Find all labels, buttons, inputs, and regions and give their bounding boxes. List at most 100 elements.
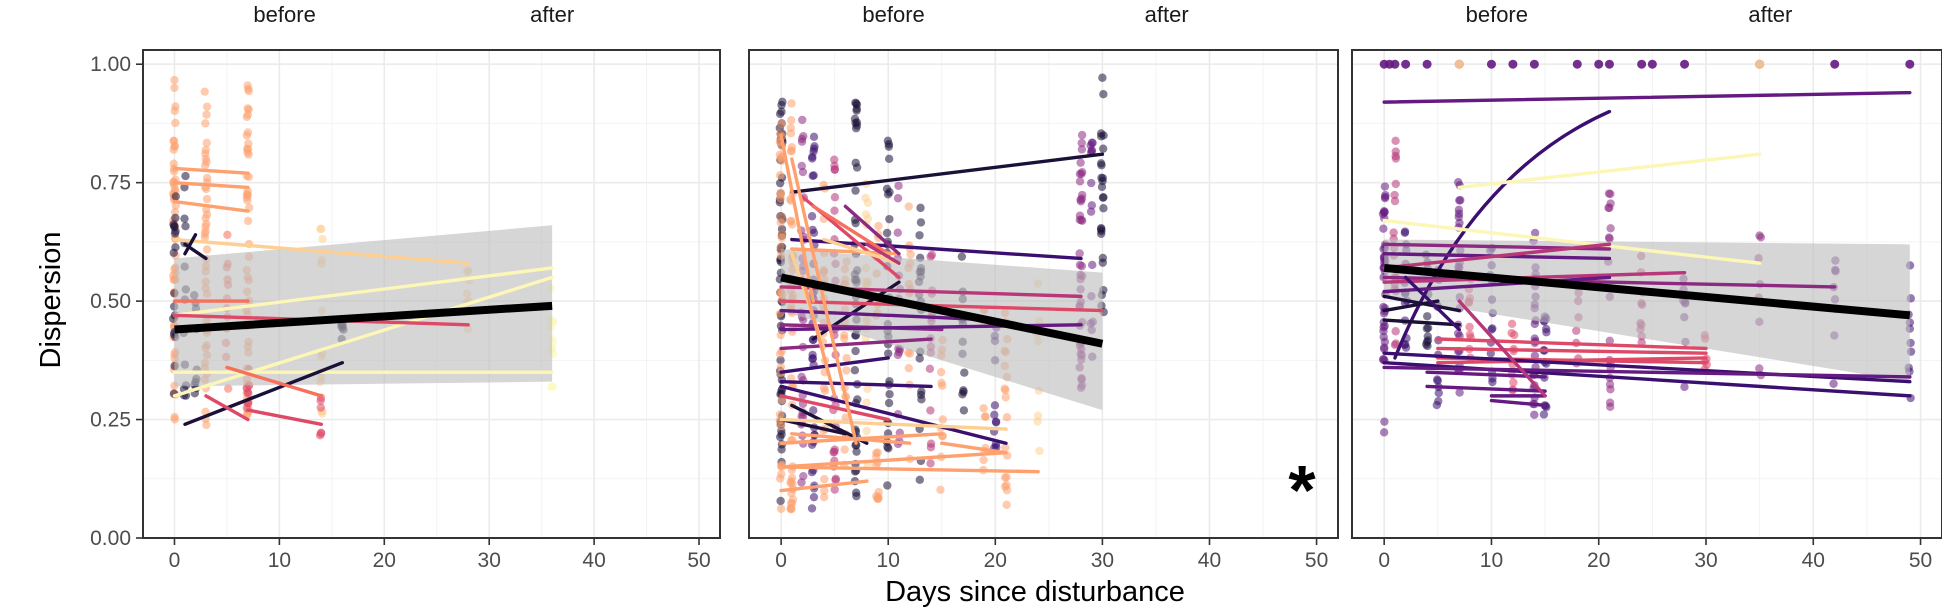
data-point (1390, 190, 1399, 200)
series-line (779, 356, 890, 374)
data-point (797, 134, 807, 144)
data-point (926, 439, 936, 448)
x-tick-label: 20 (984, 549, 1007, 572)
series-line (779, 379, 933, 389)
data-point (937, 378, 946, 388)
data-point (202, 245, 212, 254)
series-line (779, 451, 1008, 469)
x-tick-label: 40 (1802, 549, 1825, 572)
x-tick-label: 10 (1480, 549, 1503, 572)
data-point (1529, 59, 1539, 69)
data-point (224, 384, 233, 393)
data-point (925, 364, 935, 374)
data-point (1380, 182, 1390, 191)
series-line (779, 133, 815, 303)
data-point (786, 478, 795, 488)
data-point (915, 354, 924, 363)
data-point (1594, 59, 1604, 69)
data-point (1379, 344, 1389, 354)
data-point (776, 504, 786, 513)
data-point (1454, 212, 1464, 222)
data-point (180, 183, 189, 192)
x-tick-label: 10 (268, 549, 291, 572)
data-point (776, 330, 785, 340)
data-point (1572, 326, 1581, 335)
y-tick-label: 1.00 (90, 53, 131, 76)
data-point (1077, 138, 1086, 148)
data-point (1647, 59, 1657, 69)
data-point (1086, 207, 1096, 216)
data-point (1000, 384, 1009, 393)
y-tick-label: 0.25 (90, 409, 131, 432)
series-line (183, 360, 345, 426)
series-line (225, 365, 324, 398)
data-point (884, 444, 893, 453)
data-point (1423, 336, 1433, 345)
data-point (202, 194, 212, 204)
data-point (830, 165, 840, 174)
data-point (820, 486, 829, 496)
data-point (872, 448, 881, 458)
data-point (244, 105, 253, 114)
data-point (1391, 147, 1400, 156)
series-line (811, 204, 890, 256)
panels-layer: before after 0 10 20 30 40 50 0.00 0.25 0.50 0.75 1.… (90, 2, 1942, 572)
data-point (1002, 500, 1011, 509)
data-point (1096, 129, 1106, 138)
data-point (809, 406, 818, 415)
data-point (1829, 379, 1838, 388)
series-line (1457, 152, 1762, 190)
data-point (1606, 385, 1615, 394)
data-point (797, 478, 806, 487)
series-line (779, 394, 890, 422)
data-point (1075, 177, 1085, 186)
data-point (775, 474, 785, 483)
data-point (830, 155, 839, 164)
panel-border (1351, 49, 1942, 539)
y-axis-label: Dispersion (35, 232, 67, 369)
data-point (797, 372, 806, 382)
data-point (201, 161, 210, 170)
data-point (1099, 204, 1108, 213)
series-line (779, 384, 1008, 445)
data-point (883, 349, 893, 358)
series-line (790, 152, 1105, 194)
data-point (883, 481, 892, 490)
data-point (1530, 351, 1540, 360)
data-point (874, 221, 883, 231)
confidence-ribbon (1384, 239, 1910, 382)
data-point (916, 390, 926, 400)
data-point (852, 491, 861, 501)
data-point (1087, 146, 1096, 156)
series-line (172, 166, 250, 175)
data-point (777, 107, 786, 116)
data-point (1830, 59, 1840, 69)
data-point (1539, 410, 1549, 419)
series-line (1382, 365, 1912, 379)
data-point (1391, 339, 1401, 348)
series-line (1489, 398, 1547, 408)
series-line (1436, 356, 1708, 365)
data-point (841, 413, 850, 422)
data-point (1755, 364, 1764, 373)
data-point (1087, 201, 1097, 210)
data-point (1756, 233, 1766, 242)
series-line (779, 337, 933, 351)
data-point (820, 475, 829, 484)
data-point (1379, 332, 1388, 342)
data-point (1096, 224, 1106, 234)
data-point (991, 417, 1001, 426)
data-point (1465, 322, 1474, 332)
data-point (200, 87, 209, 96)
data-point (938, 415, 948, 424)
series-line (1382, 299, 1440, 313)
data-point (807, 468, 817, 477)
series-line (172, 199, 250, 213)
series-line (790, 237, 1083, 261)
series-line (779, 432, 944, 445)
data-point (862, 426, 871, 436)
data-point (959, 406, 969, 415)
data-point (808, 171, 817, 181)
data-point (861, 210, 871, 219)
